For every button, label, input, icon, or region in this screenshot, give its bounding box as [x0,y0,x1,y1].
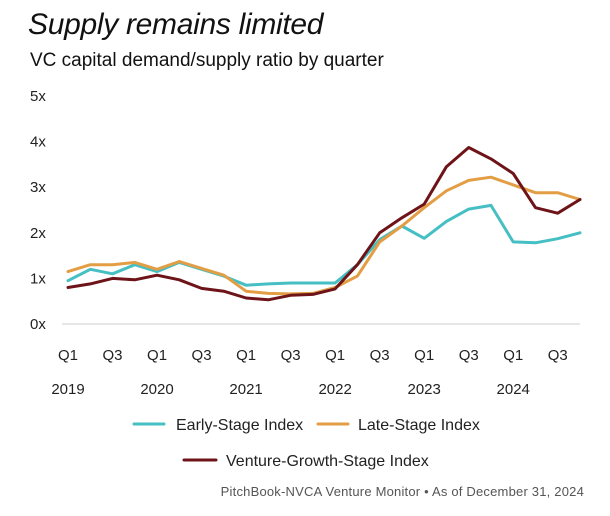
y-tick-label: 0x [30,316,46,333]
x-tick-label: Q3 [192,347,212,364]
year-label: 2024 [497,381,530,398]
x-tick-label: Q3 [281,347,301,364]
legend: Early-Stage Index Late-Stage Index Venture… [132,417,480,470]
year-label: 2022 [318,381,351,398]
year-label: 2021 [229,381,262,398]
legend-venture-growth-stage-label: Venture-Growth-Stage Index [226,453,429,470]
x-tick-label: Q1 [58,347,78,364]
y-tick-label: 5x [30,88,46,105]
y-axis-labels: 0x 1x 2x 3x 4x 5x [30,88,46,333]
x-tick-label: Q3 [548,347,568,364]
year-label: 2023 [407,381,440,398]
x-tick-label: Q3 [103,347,123,364]
chart-title: Supply remains limited [28,8,324,41]
x-tick-label: Q1 [414,347,434,364]
x-tick-label: Q1 [503,347,523,364]
y-tick-label: 1x [30,270,46,287]
chart-subtitle: VC capital demand/supply ratio by quarte… [30,50,384,71]
source-note: PitchBook-NVCA Venture Monitor • As of D… [220,484,584,499]
x-tick-label: Q1 [147,347,167,364]
y-tick-label: 4x [30,134,46,151]
y-tick-label: 2x [30,225,46,242]
x-tick-label: Q1 [236,347,256,364]
early-stage-line [66,203,582,287]
x-tick-label: Q1 [325,347,345,364]
x-tick-label: Q3 [370,347,390,364]
year-label: 2019 [51,381,84,398]
venture-growth-stage-line [66,146,582,302]
legend-early-stage-label: Early-Stage Index [176,417,303,434]
y-tick-label: 3x [30,179,46,196]
year-label: 2020 [140,381,173,398]
legend-late-stage-label: Late-Stage Index [358,417,480,434]
x-tick-label: Q3 [459,347,479,364]
series-lines [66,146,582,302]
year-labels: 2019 2020 2021 2022 2023 2024 [51,381,530,398]
x-axis-labels: Q1 Q3 Q1 Q3 Q1 Q3 Q1 Q3 Q1 Q3 Q1 Q3 [58,347,568,364]
